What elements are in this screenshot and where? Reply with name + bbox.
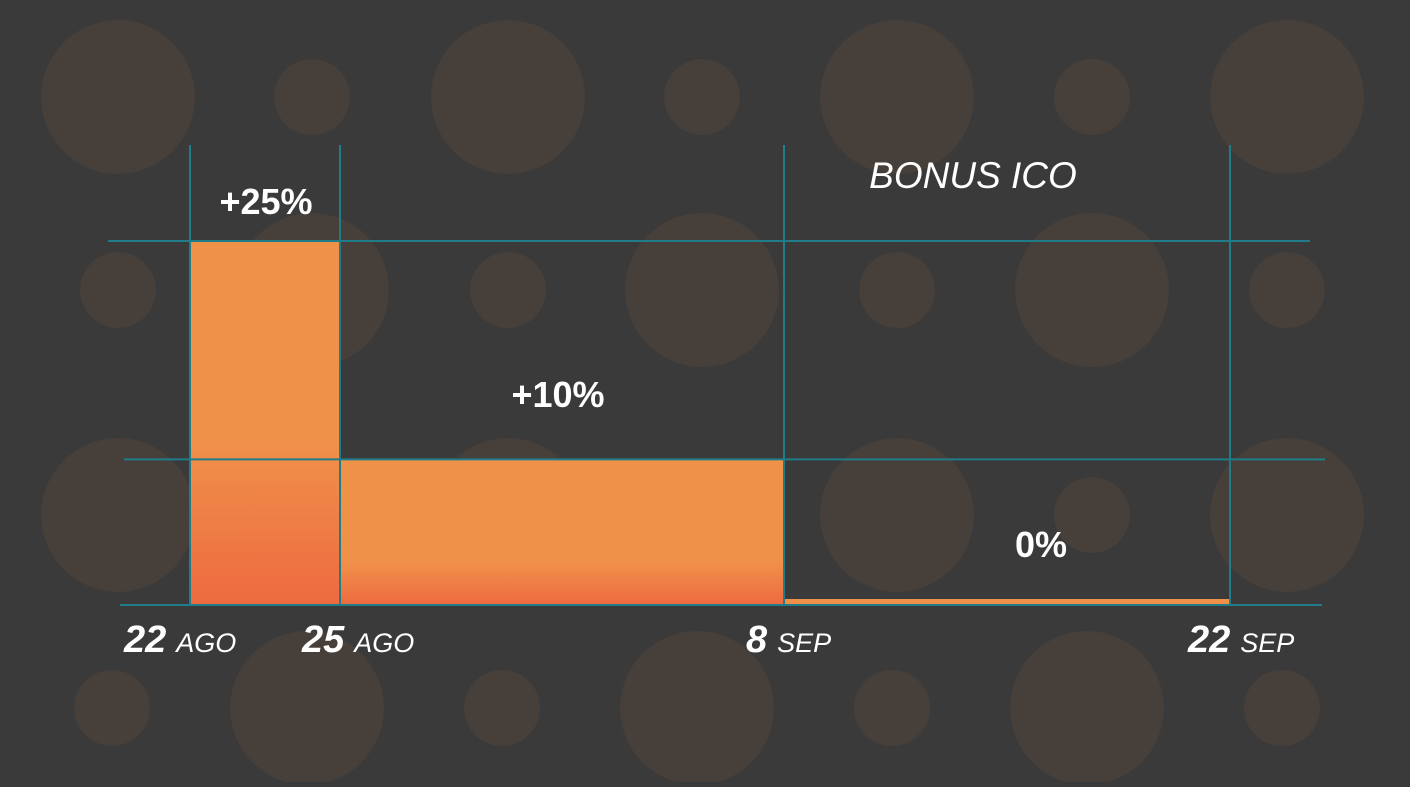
background-dot bbox=[1054, 477, 1130, 553]
x-tick-month: AGO bbox=[352, 628, 414, 658]
x-tick-label: 22 AGO bbox=[123, 619, 236, 661]
background-dot bbox=[274, 59, 350, 135]
background-dot bbox=[41, 438, 195, 592]
background-dot bbox=[80, 252, 156, 328]
background-dot bbox=[41, 20, 195, 174]
background-dot bbox=[1010, 631, 1164, 785]
background-dot bbox=[820, 438, 974, 592]
background-dot bbox=[625, 213, 779, 367]
background-dot bbox=[620, 631, 774, 785]
background-dot bbox=[854, 670, 930, 746]
x-tick-month: SEP bbox=[777, 628, 831, 658]
background-dot bbox=[464, 670, 540, 746]
bar-label-3: 0% bbox=[1015, 524, 1067, 565]
x-tick-day: 25 bbox=[301, 619, 345, 661]
x-tick-day: 22 bbox=[123, 619, 166, 661]
background-dot bbox=[859, 252, 935, 328]
bar-2 bbox=[341, 459, 783, 605]
x-tick-label: 25 AGO bbox=[301, 619, 414, 661]
x-tick-month: SEP bbox=[1240, 628, 1294, 658]
chart-title: BONUS ICO bbox=[869, 155, 1077, 196]
background-dot bbox=[431, 20, 585, 174]
x-tick-label: 22 SEP bbox=[1187, 619, 1294, 661]
background-dot bbox=[1244, 670, 1320, 746]
background-dot bbox=[470, 252, 546, 328]
labels-layer: BONUS ICO +25%+10%0%22 AGO 25 AGO 8 SEP 22 SEP bbox=[123, 155, 1294, 661]
background-dot bbox=[1054, 59, 1130, 135]
background-dot bbox=[74, 670, 150, 746]
background-dot bbox=[664, 59, 740, 135]
background-dot bbox=[820, 20, 974, 174]
bar-1 bbox=[191, 241, 339, 605]
grid-lines bbox=[108, 145, 1325, 606]
bars-layer bbox=[191, 241, 1229, 605]
x-tick-day: 22 bbox=[1187, 619, 1230, 661]
bar-3 bbox=[785, 599, 1229, 605]
x-tick-label: 8 SEP bbox=[746, 619, 831, 661]
bar-label-1: +25% bbox=[219, 181, 312, 222]
background-dot bbox=[1015, 213, 1169, 367]
background-dot bbox=[1210, 20, 1364, 174]
x-tick-day: 8 bbox=[746, 619, 768, 661]
background-dot bbox=[1249, 252, 1325, 328]
x-tick-month: AGO bbox=[174, 628, 236, 658]
bar-label-2: +10% bbox=[511, 374, 604, 415]
background-dot bbox=[1210, 438, 1364, 592]
background-dot bbox=[230, 631, 384, 785]
